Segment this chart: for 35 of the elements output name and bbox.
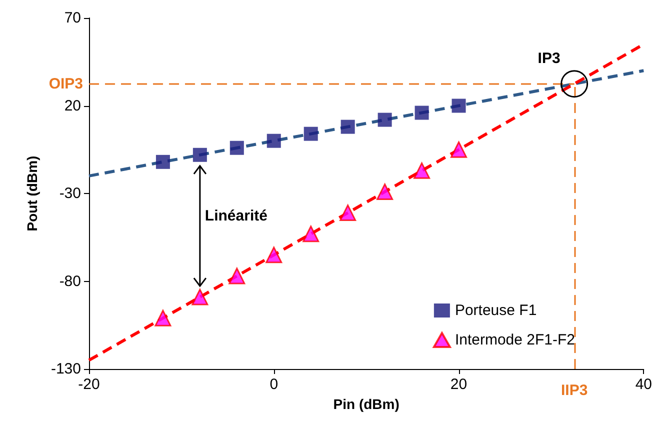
point bbox=[304, 126, 318, 141]
x-tick-label: -20 bbox=[78, 376, 100, 393]
x-tick-label: 40 bbox=[635, 376, 652, 393]
x-tick-label: 20 bbox=[450, 376, 468, 393]
point bbox=[156, 154, 170, 169]
point bbox=[450, 141, 468, 158]
annotation: Linéarité bbox=[204, 207, 268, 224]
point bbox=[228, 268, 246, 284]
x-axis-title: Pin (dBm) bbox=[333, 396, 400, 412]
point bbox=[154, 310, 172, 326]
y-tick-label: 70 bbox=[64, 10, 81, 26]
y-tick-label: -80 bbox=[59, 272, 81, 290]
y-tick-label: -30 bbox=[59, 185, 81, 202]
x-tick-label: 0 bbox=[270, 376, 278, 393]
ref-line-label: OIP3 bbox=[48, 75, 83, 92]
point bbox=[376, 183, 394, 200]
point bbox=[192, 148, 207, 162]
point bbox=[452, 98, 466, 113]
point bbox=[340, 204, 356, 222]
point bbox=[230, 140, 244, 155]
point bbox=[378, 112, 392, 127]
point bbox=[414, 106, 429, 120]
point bbox=[302, 226, 320, 242]
point bbox=[266, 134, 281, 148]
point bbox=[192, 288, 208, 306]
point bbox=[266, 246, 282, 264]
ref-line-label: IIP3 bbox=[560, 382, 588, 399]
point bbox=[340, 120, 355, 134]
y-axis-title: Pout (dBm) bbox=[24, 156, 40, 232]
annotation: IP3 bbox=[538, 50, 560, 67]
y-tick-label: -130 bbox=[50, 360, 81, 378]
y-tick-label: 20 bbox=[64, 97, 81, 114]
legend-label: Intermode 2F1-F2 bbox=[454, 332, 576, 348]
legend-label: Porteuse F1 bbox=[454, 302, 537, 319]
point bbox=[414, 162, 430, 179]
